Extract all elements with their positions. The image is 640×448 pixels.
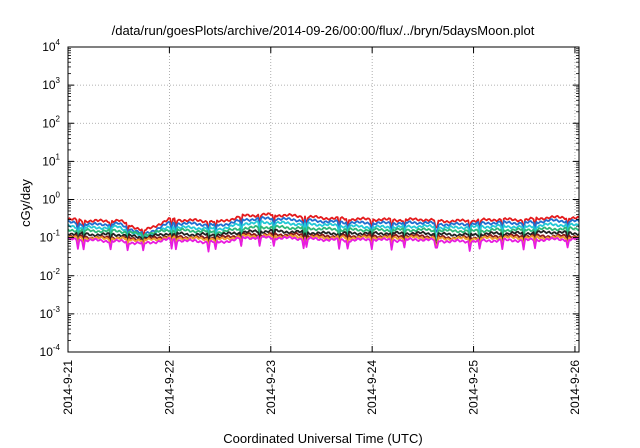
y-tick-label-base: 10 [40, 231, 54, 245]
y-tick-label-exponent: 0 [56, 191, 61, 200]
x-tick-label: 2014-9-23 [264, 360, 278, 415]
y-tick-label: 104 [42, 38, 60, 54]
series-layer [67, 212, 580, 253]
y-tick-label-exponent: 4 [56, 38, 61, 47]
x-tick-label: 2014-9-25 [467, 360, 481, 415]
y-tick-label: 100 [42, 191, 60, 207]
y-tick-label: 103 [42, 76, 60, 92]
y-axis-title: cGy/day [18, 179, 33, 227]
y-tick-label: 10-4 [40, 343, 61, 359]
x-tick-label: 2014-9-24 [365, 360, 379, 415]
chart-title: /data/run/goesPlots/archive/2014-09-26/0… [112, 23, 535, 38]
series-line [67, 215, 580, 243]
axis-ticks [67, 46, 579, 353]
series-line [67, 224, 580, 246]
y-tick-label: 102 [42, 114, 60, 130]
series-line [67, 212, 580, 239]
y-tick-label-exponent: 3 [56, 76, 61, 85]
y-tick-label-base: 10 [40, 345, 54, 359]
y-tick-label: 10-3 [40, 305, 61, 321]
x-axis-title: Coordinated Universal Time (UTC) [223, 431, 422, 446]
y-tick-label-exponent: -4 [53, 343, 61, 352]
series-line [67, 220, 580, 248]
y-tick-label-base: 10 [40, 269, 54, 283]
y-tick-label-base: 10 [40, 307, 54, 321]
y-tick-label-exponent: 2 [56, 114, 61, 123]
x-tick-label: 2014-9-21 [61, 360, 75, 415]
y-tick-label-base: 10 [42, 116, 56, 130]
x-tick-label: 2014-9-22 [162, 360, 176, 415]
y-tick-label-base: 10 [42, 78, 56, 92]
y-tick-label: 10-1 [40, 229, 61, 245]
series-line [67, 228, 580, 249]
y-tick-label-exponent: -3 [53, 305, 61, 314]
series-line [67, 233, 580, 250]
y-tick-label-exponent: 1 [56, 152, 61, 161]
y-tick-label-exponent: -1 [53, 229, 61, 238]
y-tick-label-base: 10 [42, 193, 56, 207]
y-tick-label: 10-2 [40, 267, 61, 283]
x-tick-label: 2014-9-26 [568, 360, 582, 415]
series-line [67, 235, 580, 253]
x-tick-labels: 2014-9-21 2014-9-22 2014-9-23 2014-9-24 2014… [61, 360, 582, 415]
y-tick-label-base: 10 [42, 40, 56, 54]
y-tick-label: 101 [42, 152, 60, 168]
y-tick-label-base: 10 [42, 154, 56, 168]
y-tick-label-exponent: -2 [53, 267, 61, 276]
